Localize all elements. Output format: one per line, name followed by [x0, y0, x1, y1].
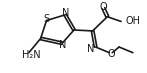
Text: H₂N: H₂N [22, 50, 41, 60]
Text: O: O [100, 2, 107, 12]
Text: S: S [44, 14, 50, 24]
Text: OH: OH [126, 16, 141, 26]
Text: N: N [87, 44, 94, 54]
Text: N: N [62, 8, 70, 18]
Text: N: N [59, 40, 66, 50]
Text: O: O [107, 49, 115, 59]
